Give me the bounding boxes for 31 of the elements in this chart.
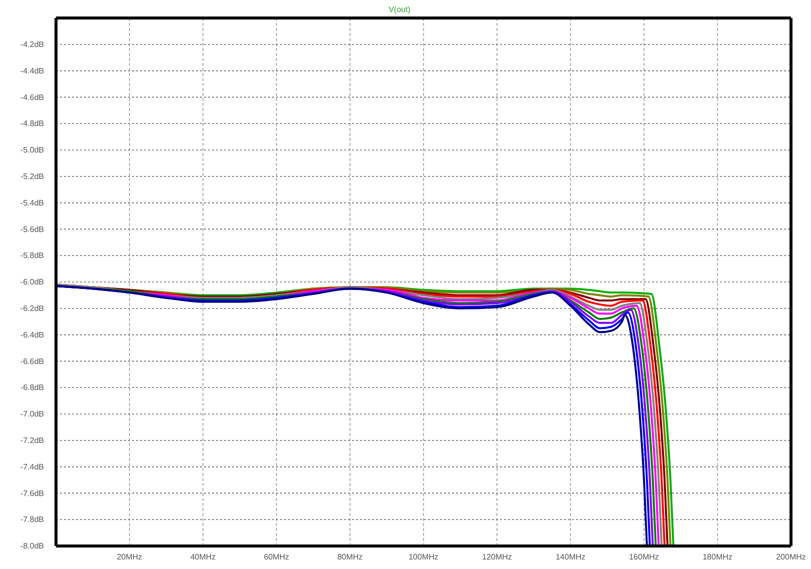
chart-title: V(out)	[388, 5, 411, 14]
y-tick-label: -5.6dB	[20, 224, 44, 234]
y-tick-label: -6.8dB	[20, 383, 44, 392]
y-tick-label: -8.0dB	[20, 542, 44, 551]
x-tick-label: 140MHz	[556, 552, 586, 562]
x-tick-label: 40MHz	[190, 552, 216, 562]
y-tick-label: -4.2dB	[20, 40, 44, 49]
y-tick-label: -5.8dB	[20, 251, 44, 260]
y-tick-label: -6.0dB	[20, 278, 44, 287]
x-tick-label: 100MHz	[408, 552, 438, 562]
y-tick-label: -5.0dB	[20, 146, 44, 155]
x-tick-label: 180MHz	[702, 552, 732, 562]
y-tick-label: -6.4dB	[20, 330, 44, 340]
x-tick-label: 200MHz	[776, 552, 806, 562]
x-tick-label: 80MHz	[337, 552, 363, 562]
y-tick-label: -7.8dB	[20, 515, 44, 524]
y-tick-label: -7.2dB	[20, 436, 44, 445]
x-tick-label: 120MHz	[482, 552, 512, 562]
x-tick-label: 20MHz	[116, 552, 142, 562]
x-tick-label: 160MHz	[629, 552, 659, 562]
x-tick-label: 60MHz	[264, 552, 290, 562]
y-tick-label: -6.6dB	[20, 356, 44, 366]
y-tick-label: -4.6dB	[20, 92, 44, 102]
y-tick-label: -7.4dB	[20, 462, 44, 472]
y-tick-label: -4.8dB	[20, 119, 44, 128]
y-tick-label: -7.0dB	[20, 410, 44, 419]
y-tick-label: -4.4dB	[20, 66, 44, 76]
y-tick-label: -5.4dB	[20, 198, 44, 208]
y-tick-label: -7.6dB	[20, 488, 44, 498]
y-tick-label: -5.2dB	[20, 172, 44, 181]
y-tick-label: -6.2dB	[20, 304, 44, 313]
